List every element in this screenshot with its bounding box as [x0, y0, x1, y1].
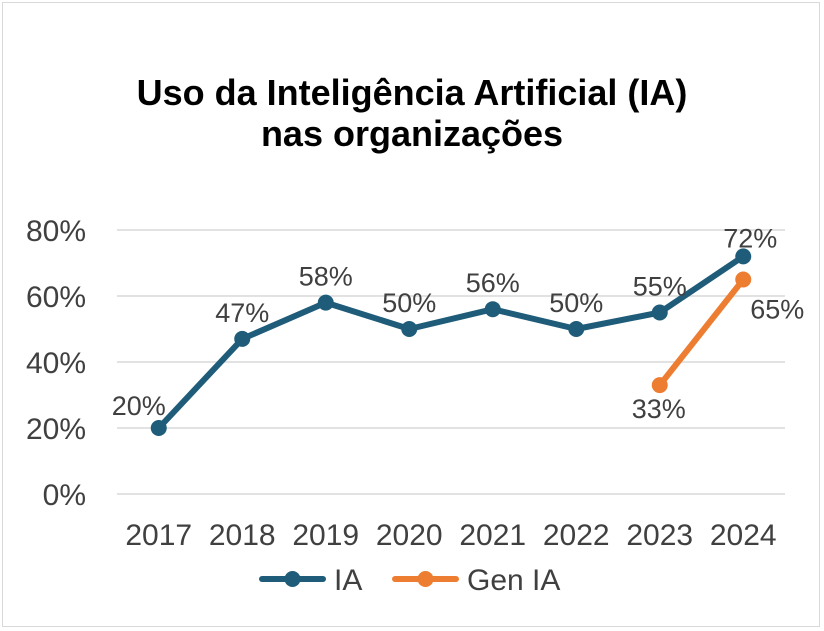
series-line-gen-ia [656, 276, 747, 389]
ia-data-label: 56% [466, 268, 520, 298]
chart-title: Uso da Inteligência Artificial (IA) nas … [0, 72, 824, 154]
x-tick-label: 2018 [209, 519, 276, 552]
ia-point [234, 330, 251, 347]
x-tick-label: 2017 [125, 519, 192, 552]
gen-ia-point [651, 377, 668, 394]
x-tick-label: 2023 [626, 519, 693, 552]
chart-title-line-2: nas organizações [260, 113, 564, 154]
gridlines [117, 229, 785, 495]
ia-data-label: 72% [723, 223, 777, 253]
x-tick-label: 2022 [543, 519, 610, 552]
legend: IA Gen IA [259, 564, 560, 597]
ia-point [568, 321, 585, 337]
x-axis-ticks: 2017 2018 2019 2020 2021 2022 2023 2024 [125, 519, 776, 552]
gen-ia-data-label: 33% [632, 394, 686, 424]
x-tick-label: 2020 [376, 519, 443, 552]
y-tick-label: 0% [43, 479, 86, 512]
y-tick-label: 80% [26, 215, 86, 248]
x-tick-label: 2019 [292, 519, 359, 552]
legend-label-gen-ia: Gen IA [467, 564, 560, 597]
ia-point [484, 301, 501, 318]
y-tick-label: 40% [26, 347, 86, 380]
ia-data-label: 50% [382, 288, 436, 318]
ia-data-label: 58% [299, 262, 353, 292]
ia-data-label: 47% [215, 298, 269, 328]
ia-data-label: 55% [633, 272, 687, 302]
ia-point [150, 420, 167, 436]
chart-title-line-1: Uso da Inteligência Artificial (IA) [136, 72, 688, 113]
x-tick-label: 2024 [710, 519, 777, 552]
y-tick-label: 60% [26, 281, 86, 314]
series-line-ia [155, 253, 747, 431]
gen-ia-point [735, 271, 752, 288]
y-axis-ticks: 0% 20% 40% 60% 80% [26, 215, 86, 512]
legend-swatch-marker-ia [284, 571, 301, 587]
ia-point [735, 248, 752, 265]
gen-ia-data-label: 65% [750, 295, 804, 325]
series-group: 20% 47% 58% 50% 56% 50% 55% 72% 33% 65% [112, 223, 804, 436]
y-tick-label: 20% [26, 413, 86, 446]
ia-data-label: 50% [549, 288, 603, 318]
legend-swatch-marker-gen-ia [417, 571, 434, 587]
ia-point [401, 321, 418, 337]
ia-point [651, 304, 668, 321]
legend-label-ia: IA [334, 564, 362, 597]
x-tick-label: 2021 [459, 519, 526, 552]
ia-point [317, 294, 334, 311]
ia-data-label: 20% [112, 391, 166, 421]
